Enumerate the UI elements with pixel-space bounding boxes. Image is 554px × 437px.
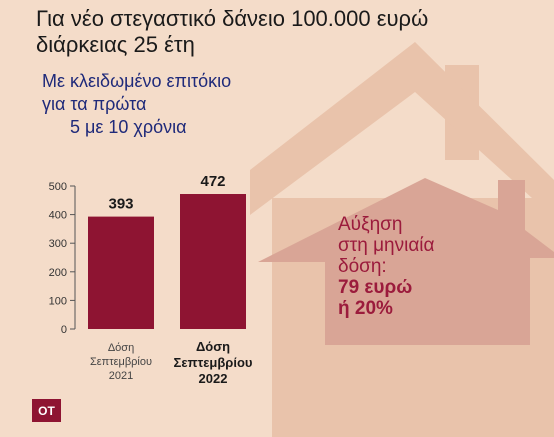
- y-tick-label: 200: [49, 267, 67, 279]
- y-tick-label: 0: [61, 324, 67, 336]
- x-category-label: Σεπτεμβρίου: [90, 356, 152, 368]
- page-subtitle: Με κλειδωμένο επιτόκιο για τα πρώτα 5 με…: [42, 70, 231, 139]
- ot-logo: ΟΤ: [32, 399, 61, 422]
- subtitle-line-3: 5 με 10 χρόνια: [70, 117, 187, 137]
- increase-callout: Αύξηση στη μηνιαία δόση: 79 ευρώ ή 20%: [338, 214, 435, 319]
- bar: [180, 194, 246, 329]
- bar-data-label: 393: [108, 196, 133, 213]
- bar: [88, 216, 154, 329]
- y-tick-label: 500: [49, 181, 67, 193]
- bar-data-label: 472: [200, 173, 225, 190]
- x-category-label: Δόση: [108, 342, 134, 354]
- subtitle-line-2: για τα πρώτα: [42, 94, 147, 114]
- y-tick-label: 100: [49, 295, 67, 307]
- house-roof: [250, 42, 554, 218]
- callout-line-1: Αύξηση: [338, 214, 403, 235]
- subtitle-line-1: Με κλειδωμένο επιτόκιο: [42, 71, 232, 91]
- title-line-2: διάρκειας 25 έτη: [36, 32, 195, 57]
- house-window-shape: [258, 178, 554, 345]
- callout-line-3: δόση:: [338, 256, 387, 277]
- x-category-label: 2021: [109, 370, 133, 382]
- house-illustration: [250, 42, 554, 437]
- title-line-1: Για νέο στεγαστικό δάνειο 100.000 ευρώ: [36, 6, 429, 31]
- page-title: Για νέο στεγαστικό δάνειο 100.000 ευρώ δ…: [36, 6, 428, 58]
- callout-amount: 79 ευρώ: [338, 277, 413, 298]
- y-tick-label: 300: [49, 238, 67, 250]
- x-category-label: Δόση: [196, 339, 230, 354]
- callout-line-2: στη μηνιαία: [338, 235, 435, 256]
- x-category-label: Σεπτεμβρίου: [174, 355, 253, 370]
- callout-percent: ή 20%: [338, 298, 393, 319]
- y-tick-label: 400: [49, 210, 67, 222]
- bar-chart: 0100200300400500393ΔόσηΣεπτεμβρίου202147…: [49, 173, 253, 386]
- x-category-label: 2022: [199, 371, 228, 386]
